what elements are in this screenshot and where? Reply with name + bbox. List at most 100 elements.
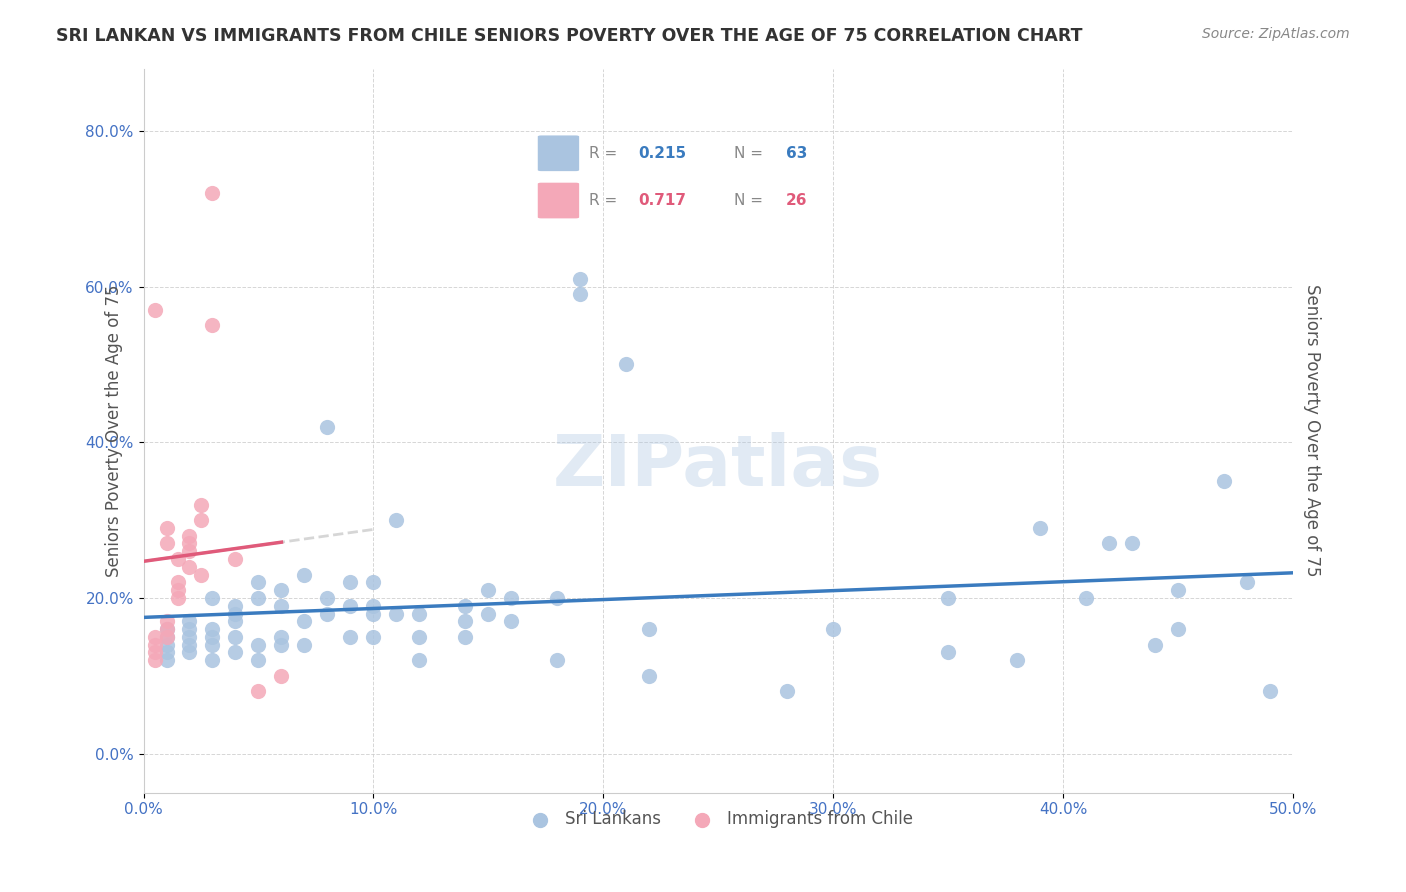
Point [167, 583, 190, 598]
Point [167, 552, 190, 566]
Point [936, 591, 959, 605]
Point [936, 646, 959, 660]
Point [501, 615, 523, 629]
Y-axis label: Seniors Poverty Over the Age of 75: Seniors Poverty Over the Age of 75 [1303, 285, 1320, 577]
Point [1258, 684, 1281, 698]
Y-axis label: Seniors Poverty Over the Age of 75: Seniors Poverty Over the Age of 75 [104, 285, 122, 577]
Point [190, 567, 212, 582]
Point [339, 575, 361, 590]
Point [247, 591, 270, 605]
Point [247, 684, 270, 698]
Point [201, 638, 224, 652]
Point [155, 630, 177, 644]
Point [1005, 653, 1028, 667]
Text: ZIPatlas: ZIPatlas [553, 433, 883, 501]
Point [638, 669, 661, 683]
Point [155, 646, 177, 660]
Point [167, 575, 190, 590]
Legend: Sri Lankans, Immigrants from Chile: Sri Lankans, Immigrants from Chile [516, 804, 920, 835]
Point [155, 521, 177, 535]
Point [155, 622, 177, 636]
Point [224, 646, 246, 660]
Point [201, 186, 224, 200]
Point [143, 638, 166, 652]
Point [179, 622, 201, 636]
Point [201, 318, 224, 333]
Point [155, 630, 177, 644]
Point [363, 575, 385, 590]
Point [1121, 536, 1143, 550]
Point [155, 622, 177, 636]
Point [477, 583, 499, 598]
Point [294, 638, 316, 652]
Point [224, 607, 246, 621]
Point [501, 591, 523, 605]
Point [247, 638, 270, 652]
Point [270, 583, 292, 598]
Point [247, 575, 270, 590]
Point [316, 419, 339, 434]
Point [179, 638, 201, 652]
Point [454, 615, 477, 629]
Point [167, 591, 190, 605]
Point [201, 653, 224, 667]
Point [143, 630, 166, 644]
Point [1098, 536, 1121, 550]
Point [224, 630, 246, 644]
Point [155, 653, 177, 667]
Point [155, 536, 177, 550]
Point [408, 630, 430, 644]
Point [569, 287, 592, 301]
Point [190, 498, 212, 512]
Point [224, 552, 246, 566]
Point [1167, 622, 1189, 636]
Point [614, 358, 637, 372]
Point [823, 622, 845, 636]
Point [179, 615, 201, 629]
Point [339, 599, 361, 613]
Point [316, 591, 339, 605]
Point [546, 653, 568, 667]
Point [224, 615, 246, 629]
Point [1213, 474, 1236, 488]
Point [179, 559, 201, 574]
Point [179, 536, 201, 550]
Point [385, 513, 408, 527]
Point [179, 630, 201, 644]
Point [1074, 591, 1097, 605]
Text: SRI LANKAN VS IMMIGRANTS FROM CHILE SENIORS POVERTY OVER THE AGE OF 75 CORRELATI: SRI LANKAN VS IMMIGRANTS FROM CHILE SENI… [56, 27, 1083, 45]
Point [363, 630, 385, 644]
Point [270, 669, 292, 683]
Point [270, 599, 292, 613]
Point [201, 630, 224, 644]
Point [294, 615, 316, 629]
Point [1029, 521, 1052, 535]
Point [1236, 575, 1258, 590]
Point [363, 607, 385, 621]
Point [201, 591, 224, 605]
Point [477, 607, 499, 621]
Point [143, 646, 166, 660]
Point [179, 544, 201, 558]
Point [179, 529, 201, 543]
Point [638, 622, 661, 636]
Point [408, 607, 430, 621]
Point [201, 622, 224, 636]
Point [408, 653, 430, 667]
Point [569, 272, 592, 286]
Point [143, 653, 166, 667]
Point [339, 630, 361, 644]
Point [454, 599, 477, 613]
Point [247, 653, 270, 667]
Point [385, 607, 408, 621]
Point [143, 302, 166, 317]
Point [294, 567, 316, 582]
Point [179, 646, 201, 660]
Text: Source: ZipAtlas.com: Source: ZipAtlas.com [1202, 27, 1350, 41]
Point [270, 630, 292, 644]
Point [155, 638, 177, 652]
Point [776, 684, 799, 698]
Point [1143, 638, 1166, 652]
Point [363, 599, 385, 613]
Point [316, 607, 339, 621]
